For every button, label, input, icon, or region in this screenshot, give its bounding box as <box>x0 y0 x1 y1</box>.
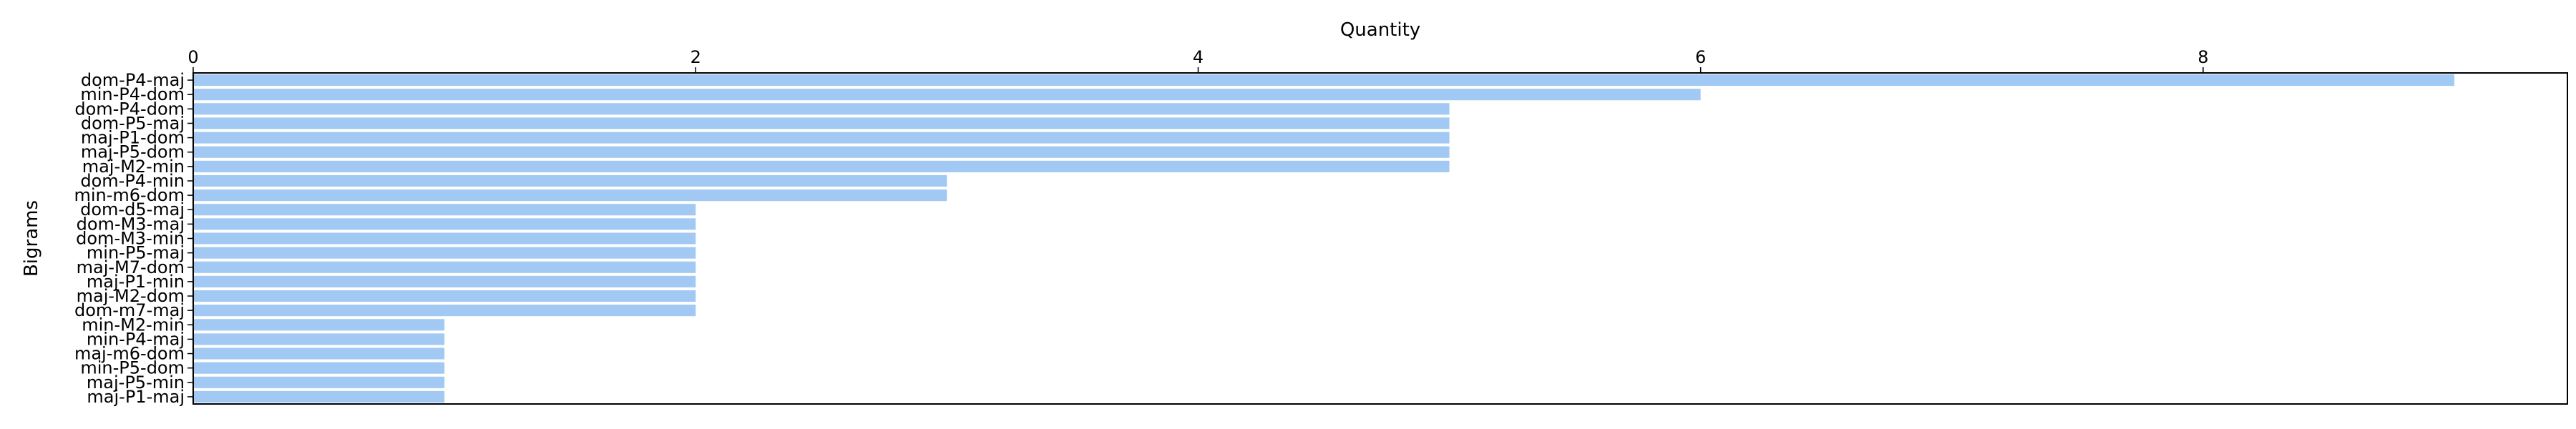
bar-maj-P1-maj <box>193 390 445 403</box>
y-tick-label: min-M2-min <box>82 315 185 335</box>
y-tick-label: dom-M3-maj <box>77 214 185 234</box>
y-tick-label: maj-M2-dom <box>77 286 185 306</box>
y-tick-label: maj-M7-dom <box>77 257 185 277</box>
bar-maj-M2-dom <box>193 290 696 302</box>
y-tick-label: maj-M2-min <box>82 157 185 177</box>
x-tick-label: 6 <box>1695 47 1706 67</box>
y-tick-label: maj-P1-min <box>87 272 185 292</box>
y-tick-label: dom-P4-min <box>80 171 185 191</box>
bar-maj-P5-min <box>193 376 445 388</box>
bar-min-M2-min <box>193 319 445 331</box>
bar-dom-m7-maj <box>193 305 696 317</box>
y-tick-label: dom-M3-min <box>76 229 185 249</box>
y-tick-label: dom-P4-maj <box>81 70 185 90</box>
y-tick-label: maj-P5-dom <box>81 142 185 162</box>
bar-min-P5-maj <box>193 247 696 259</box>
bar-min-P4-dom <box>193 89 1701 101</box>
bar-min-m6-dom <box>193 189 947 202</box>
x-tick-label: 2 <box>691 47 701 67</box>
y-tick-label: maj-P5-min <box>87 373 185 393</box>
y-tick-label: dom-P4-dom <box>74 99 185 119</box>
y-tick-label: dom-d5-maj <box>80 199 185 220</box>
y-tick-label: maj-m6-dom <box>74 344 185 364</box>
y-tick-label: min-P4-dom <box>80 84 185 104</box>
bar-dom-d5-maj <box>193 204 696 216</box>
y-tick-label: maj-P1-maj <box>87 387 185 407</box>
bar-maj-P5-dom <box>193 146 1450 158</box>
bar-dom-M3-maj <box>193 218 696 230</box>
bar-dom-P4-dom <box>193 103 1450 115</box>
bar-maj-P1-min <box>193 275 696 287</box>
x-tick-label: 4 <box>1193 47 1204 67</box>
y-ticks-group: dom-P4-majmin-P4-domdom-P4-domdom-P5-maj… <box>74 70 193 407</box>
y-tick-label: min-P5-dom <box>80 358 185 378</box>
y-tick-label: min-P5-maj <box>87 243 185 263</box>
y-tick-label: min-P4-maj <box>87 329 185 349</box>
bar-maj-m6-dom <box>193 347 445 360</box>
bar-dom-M3-min <box>193 232 696 245</box>
y-tick-label: maj-P1-dom <box>81 128 185 148</box>
bar-dom-P4-maj <box>193 74 2454 87</box>
x-tick-label: 8 <box>2197 47 2208 67</box>
y-tick-label: min-m6-dom <box>74 185 185 205</box>
bar-maj-M2-min <box>193 160 1450 172</box>
bar-dom-P5-maj <box>193 117 1450 129</box>
bar-min-P5-dom <box>193 362 445 374</box>
y-tick-label: dom-m7-maj <box>74 300 185 320</box>
x-axis-label: Quantity <box>1340 19 1420 41</box>
x-tick-label: 0 <box>187 47 198 67</box>
bar-maj-P1-dom <box>193 132 1450 144</box>
bar-min-P4-maj <box>193 333 445 345</box>
bar-dom-P4-min <box>193 174 947 187</box>
y-axis-label: Bigrams <box>21 200 42 277</box>
bars-group <box>193 74 2454 403</box>
plot-frame <box>192 72 2568 405</box>
y-tick-label: dom-P5-maj <box>81 113 185 133</box>
x-ticks-group: 0 2 4 6 8 <box>187 47 2209 73</box>
bar-maj-M7-dom <box>193 261 696 273</box>
